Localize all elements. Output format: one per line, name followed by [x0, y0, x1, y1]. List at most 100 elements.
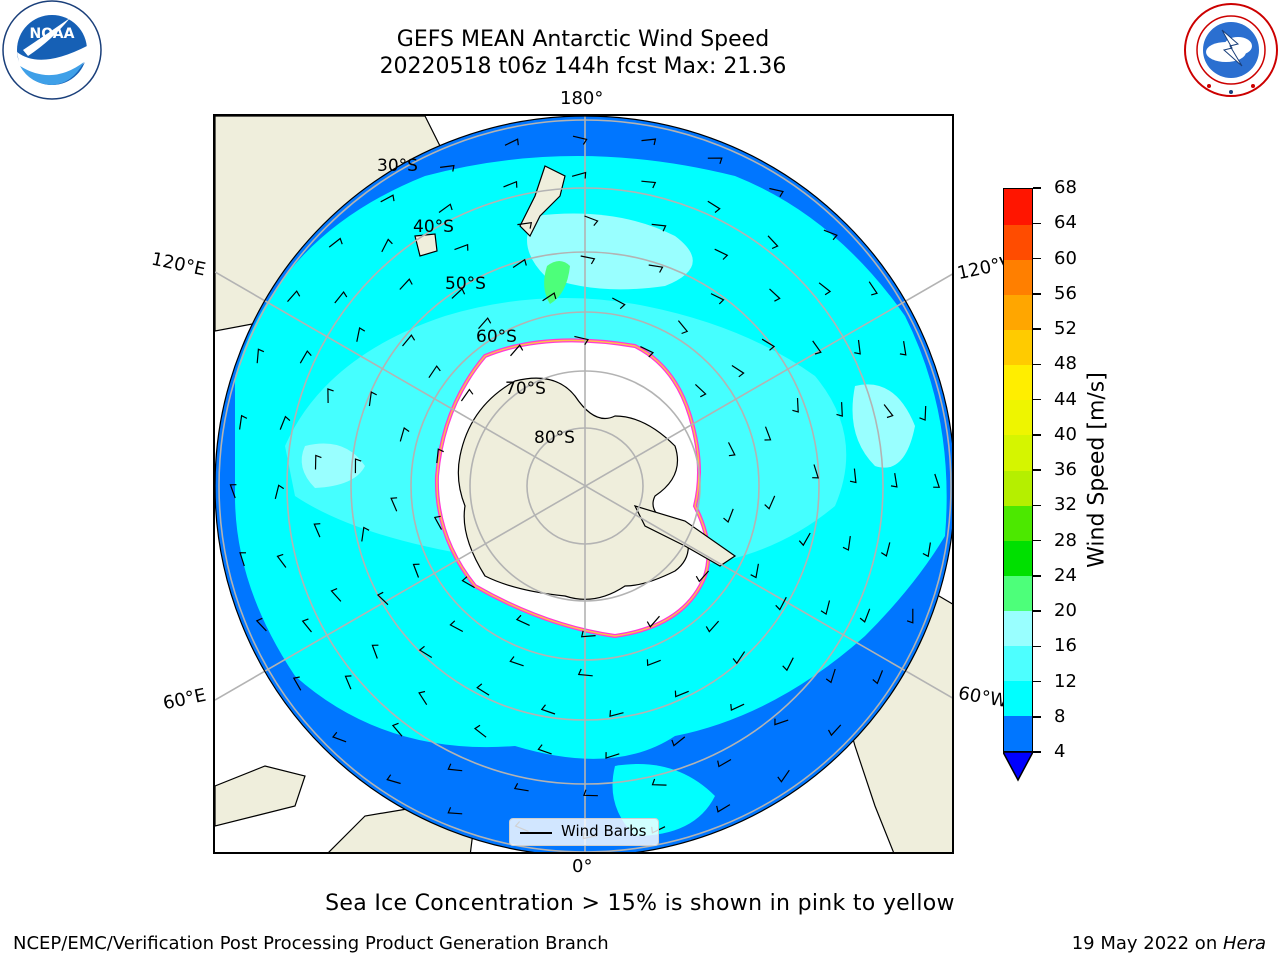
- footer-date: 19 May 2022 on Hera: [1072, 933, 1266, 954]
- colorbar-tick: [1033, 469, 1041, 471]
- wind-barb: [695, 570, 710, 583]
- graticule: [215, 116, 952, 852]
- colorbar-tick: [1033, 187, 1041, 189]
- wind-barb: [641, 138, 657, 146]
- wind-barb: [849, 468, 857, 484]
- wind-barb: [451, 287, 466, 299]
- wind-barb: [694, 383, 707, 398]
- wind-barb: [361, 526, 370, 542]
- wind-barb: [380, 194, 395, 203]
- wind-barb: [574, 335, 589, 346]
- wind-region-16-20-east: [852, 384, 915, 468]
- wind-barb: [332, 731, 347, 743]
- colorbar-tick-label: 28: [1054, 529, 1077, 551]
- wind-barb: [583, 789, 598, 797]
- wind-barb: [368, 391, 377, 407]
- wind-barb: [334, 290, 348, 304]
- wind-barb: [823, 229, 838, 241]
- wind-barb: [612, 297, 626, 310]
- wind-barb: [391, 722, 403, 737]
- wind-barb: [798, 532, 811, 547]
- wind-barb: [836, 402, 843, 417]
- wind-barb: [732, 651, 746, 665]
- wind-barb: [775, 596, 787, 611]
- colorbar-tick: [1033, 257, 1041, 260]
- wind-barb: [577, 668, 593, 677]
- wind-barb: [473, 724, 487, 738]
- antarctic-peninsula: [633, 505, 737, 567]
- wind-barb: [648, 264, 664, 273]
- wind-barb: [890, 473, 898, 488]
- wind-barb: [761, 338, 776, 351]
- footer-host: Hera: [1222, 933, 1266, 954]
- wind-barb: [356, 327, 366, 342]
- wind-barb: [872, 670, 884, 685]
- colorbar-segment: [1004, 364, 1032, 401]
- wind-barb: [510, 344, 524, 357]
- wind-barb: [716, 804, 731, 813]
- wind-barb: [651, 778, 667, 786]
- wind-barb: [504, 138, 519, 146]
- lon-label-60e: 60°E: [161, 684, 208, 715]
- wind-barb: [301, 618, 312, 633]
- lat-label-50s: 50°S: [445, 274, 486, 294]
- wind-barb: [454, 243, 469, 251]
- colorbar-segment: [1004, 715, 1032, 751]
- wind-barb: [812, 340, 822, 355]
- wind-barb: [764, 426, 772, 441]
- wind-barb: [239, 552, 247, 567]
- wind-barb: [330, 588, 342, 602]
- colorbar-segment: [1004, 680, 1032, 716]
- colorbar-tick-label: 32: [1054, 494, 1077, 516]
- wind-barb: [402, 334, 416, 347]
- wind-barb: [750, 563, 759, 579]
- land-tasmania: [414, 233, 438, 257]
- wind-barb: [390, 497, 398, 512]
- wind-barb: [730, 703, 745, 711]
- wind-barb: [767, 235, 779, 250]
- wind-barb: [412, 563, 420, 578]
- wind-barb: [842, 536, 851, 551]
- wind-barb: [883, 404, 894, 419]
- lat-label-40s: 40°S: [413, 217, 454, 237]
- colorbar-segment: [1004, 294, 1032, 331]
- colorbar: [1003, 188, 1033, 752]
- wind-barb: [764, 495, 776, 510]
- wind-barb: [376, 591, 389, 606]
- colorbar-tick: [1033, 575, 1041, 577]
- lat-label-30s: 30°S: [377, 156, 418, 176]
- lon-label-60w: 60°W: [956, 682, 1010, 713]
- wind-barb: [540, 704, 556, 715]
- wind-barb: [513, 783, 529, 792]
- polar-map: 30°S 40°S 50°S 60°S 70°S 80°S: [213, 114, 954, 854]
- wind-barb: [827, 724, 842, 737]
- colorbar-tick-label: 36: [1054, 459, 1077, 480]
- colorbar-segment: [1004, 399, 1032, 436]
- wind-barb: [572, 135, 588, 145]
- colorbar-tick-label: 24: [1054, 564, 1077, 586]
- legend-line: [520, 832, 552, 834]
- colorbar-tick: [1033, 328, 1041, 330]
- wind-barb: [433, 515, 443, 530]
- wind-barb: [537, 744, 552, 755]
- wind-barb: [287, 290, 301, 302]
- wind-barb: [933, 473, 941, 488]
- lon-label-0: 0°: [572, 856, 593, 877]
- colorbar-segment: [1004, 645, 1032, 681]
- land-africa: [215, 765, 306, 827]
- colorbar-tick-label: 68: [1054, 177, 1077, 198]
- wind-barb: [580, 255, 596, 265]
- colorbar-under-arrow: [1003, 752, 1033, 782]
- wind-barb: [478, 317, 492, 329]
- colorbar-segment: [1004, 575, 1032, 611]
- colorbar-tick: [1033, 293, 1041, 295]
- wind-barb: [327, 388, 334, 404]
- wind-barb: [825, 668, 836, 684]
- wind-barb: [820, 600, 831, 616]
- wind-barb: [229, 484, 237, 499]
- wind-barb: [818, 282, 832, 296]
- wind-barb: [299, 350, 312, 364]
- wind-barb: [922, 542, 931, 558]
- chart-title: GEFS MEAN Antarctic Wind Speed: [396, 27, 770, 52]
- colorbar-tick: [1033, 539, 1041, 542]
